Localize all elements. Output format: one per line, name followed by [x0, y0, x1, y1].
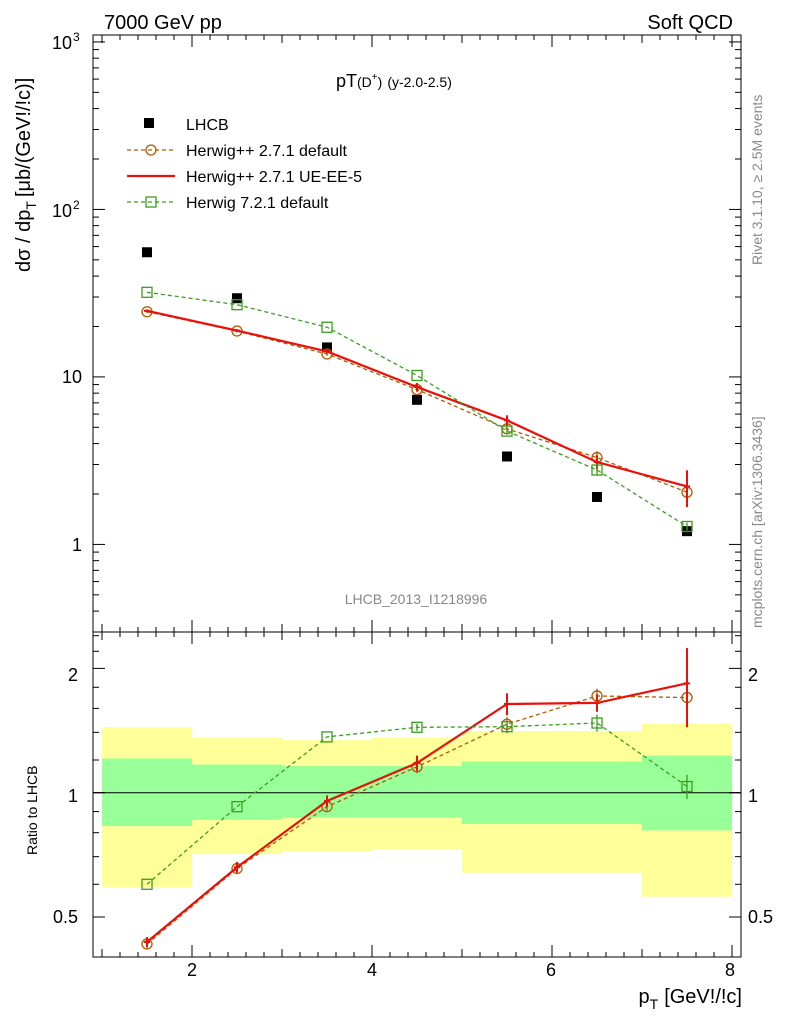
main-ylabel-sub: T: [23, 201, 39, 210]
main-ytick-label-10: 10: [62, 367, 82, 387]
legend-label-herwig7: Herwig 7.2.1 default: [186, 195, 329, 212]
main-lhcb-point-1: [232, 293, 242, 304]
ratio-herwig-7-2-1-default-point-4: [501, 721, 513, 733]
ratio-plot-marks: [93, 648, 741, 950]
ratio-band-inner-3: [372, 766, 462, 818]
xlabel: pT [GeV!/!c]: [639, 986, 743, 1012]
main-y-tick-labels: 1 10 10 2 10 3: [52, 30, 82, 555]
main-lhcb-point-5: [592, 491, 602, 502]
ratio-herwig-7-2-1-default-point-1: [231, 801, 243, 813]
main-lhcb-point-0: [142, 247, 152, 258]
xtick-label-8: 8: [725, 960, 735, 980]
ratio-ytick-right-2: 2: [748, 665, 758, 685]
plot-title-particle: (D: [357, 74, 372, 90]
xtick-label-2: 2: [187, 960, 197, 980]
xtick-label-4: 4: [367, 960, 377, 980]
ratio-herwig-7-2-1-default-point-6: [681, 780, 693, 793]
main-plot-marks: [141, 247, 693, 537]
analysis-label: LHCB_2013_I1218996: [345, 591, 488, 607]
main-ytick-label-1000: 10: [52, 33, 72, 53]
xlabel-unit: [GeV!/!c]: [664, 986, 742, 1008]
main-ytick-label-100: 10: [52, 201, 72, 221]
main-ytick-label-1000-exp: 3: [73, 30, 80, 44]
ratio-ytick-left-05: 0.5: [53, 907, 78, 927]
main-ytick-label-1000-base: 10: [52, 33, 72, 53]
main-lhcb-point-3: [412, 394, 422, 405]
xlabel-sub: T: [650, 996, 659, 1012]
plot-title-main: pT: [336, 71, 357, 91]
legend-label-lhcb: LHCB: [186, 117, 229, 134]
x-tick-labels: 2 4 6 8: [187, 960, 735, 980]
header-left: 7000 GeV pp: [104, 12, 222, 34]
ratio-y-tick-labels-right: 2 1 0.5: [748, 665, 773, 927]
main-herwig-7-2-1-default-point-3: [411, 369, 423, 382]
ratio-ytick-right-05: 0.5: [748, 907, 773, 927]
header-right: Soft QCD: [647, 12, 733, 34]
plot-title-sup: +: [372, 72, 378, 83]
legend-marker-lhcb: [144, 118, 154, 128]
legend: LHCB Herwig++ 2.7.1 default Herwig++ 2.7…: [127, 117, 362, 212]
main-herwig-7-2-1-default-point-2: [321, 321, 333, 333]
ratio-herwig-7-2-1-default-point-5: [591, 717, 603, 729]
main-lhcb-point-4: [502, 451, 512, 462]
ratio-ylabel: Ratio to LHCB: [24, 766, 40, 855]
ratio-herwig-7-2-1-default-point-2: [321, 731, 333, 743]
main-herwig-7-2-1-default-point-1: [231, 299, 243, 311]
legend-label-herwig-default: Herwig++ 2.7.1 default: [186, 143, 348, 160]
ratio-band-inner-1: [192, 764, 282, 820]
main-lhcb-point-2: [322, 342, 332, 353]
legend-label-herwig-ue: Herwig++ 2.7.1 UE-EE-5: [186, 169, 362, 186]
main-herwig-7-2-1-default-line: [146, 291, 688, 528]
main-ylabel-text: dσ / dp: [13, 210, 35, 272]
main-herwig-7-2-1-default-point-4: [501, 425, 513, 437]
plot-title-close: ): [378, 74, 383, 90]
ratio-herwig-7-2-1-default-point-3: [411, 721, 423, 733]
main-ytick-label-10-base: 10: [62, 367, 82, 387]
main-ytick-label-1-base: 1: [72, 535, 82, 555]
xlabel-text: p: [639, 986, 650, 1008]
plot-frames: [92, 34, 742, 958]
rivet-version-label: Rivet 3.1.10, ≥ 2.5M events: [749, 95, 765, 265]
ratio-uncertainty-bands: [102, 723, 732, 897]
xtick-label-6: 6: [546, 960, 556, 980]
main-herwig-7-2-1-default-point-6: [681, 520, 693, 533]
main-ylabel-unit: [μb/(GeV!/!c)]: [13, 78, 35, 197]
legend-marker-herwig7: [145, 196, 157, 208]
main-ytick-label-100-base: 10: [52, 201, 72, 221]
legend-marker-herwig-default: [145, 144, 157, 156]
ratio-ytick-left-2: 2: [68, 665, 78, 685]
main-herwig-7-2-1-default-point-5: [591, 464, 603, 476]
mcplots-label: mcplots.cern.ch [arXiv:1306.3436]: [749, 416, 765, 628]
ratio-ytick-left-1: 1: [68, 786, 78, 806]
ratio-herwig-7-2-1-default-point-0: [141, 878, 153, 890]
plot-title: pT(D+) (y-2.0-2.5): [336, 71, 452, 91]
ratio-y-tick-labels-left: 2 1 0.5: [53, 665, 78, 927]
main-ylabel: dσ / dpT [μb/(GeV!/!c)]: [13, 78, 39, 272]
main-herwig-7-2-1-default-point-0: [141, 286, 153, 298]
ratio-ytick-right-1: 1: [748, 786, 758, 806]
ratio-frame: [92, 631, 742, 958]
main-ytick-label-1: 1: [72, 535, 82, 555]
main-ytick-label-100-exp: 2: [73, 198, 80, 212]
plot-title-range: (y-2.0-2.5): [387, 74, 452, 90]
